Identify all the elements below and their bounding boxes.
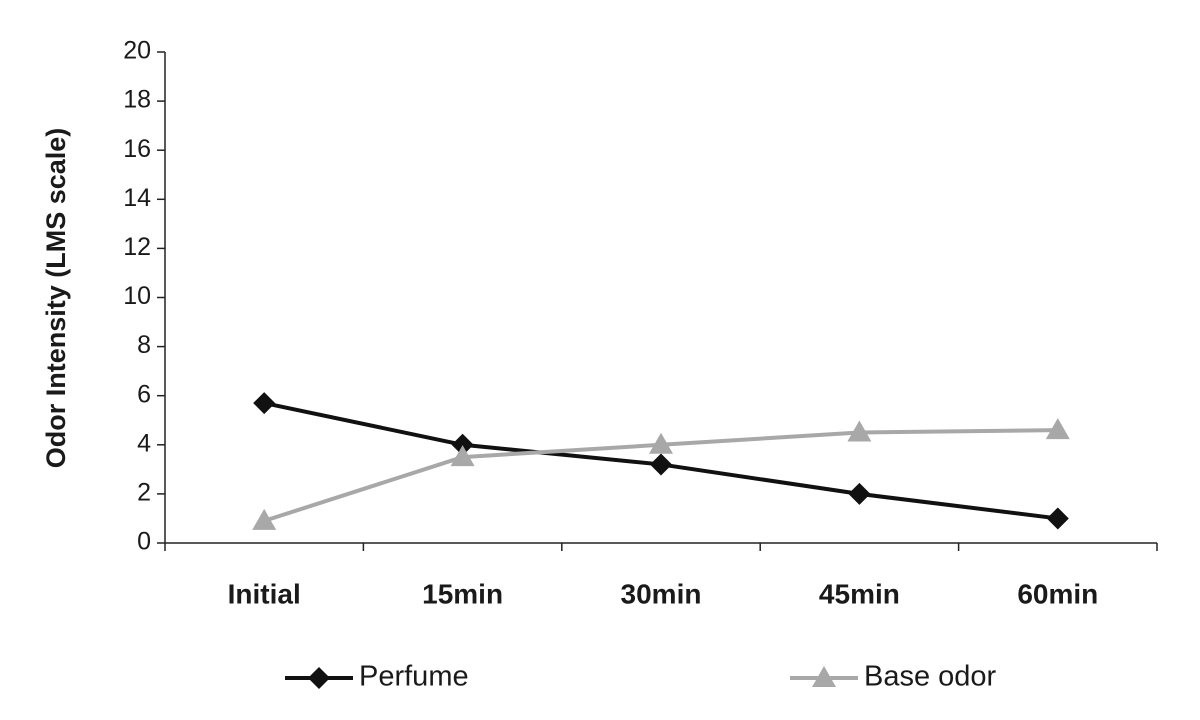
- legend-marker: [812, 666, 836, 687]
- data-point: [847, 420, 872, 442]
- data-point: [252, 508, 277, 530]
- x-tick-label: 30min: [621, 578, 702, 609]
- y-axis-title: Odor Intensity (LMS scale): [41, 128, 71, 469]
- y-tick-label: 16: [123, 135, 151, 163]
- y-tick-label: 18: [123, 86, 151, 114]
- data-point: [253, 392, 276, 415]
- y-tick-label: 20: [123, 37, 151, 65]
- x-tick-label: 15min: [422, 578, 503, 609]
- y-tick-label: 6: [137, 380, 151, 408]
- y-tick-label: 4: [137, 429, 151, 457]
- data-point: [848, 482, 871, 505]
- data-point: [649, 432, 673, 454]
- data-point: [650, 453, 672, 476]
- y-tick-label: 2: [137, 479, 151, 507]
- data-point: [1045, 418, 1070, 440]
- legend-label: Base odor: [864, 661, 997, 693]
- y-tick-label: 14: [123, 184, 151, 212]
- data-point: [450, 445, 475, 467]
- x-tick-label: Initial: [228, 578, 301, 609]
- data-point: [1046, 507, 1069, 530]
- x-tick-label: 60min: [1017, 578, 1098, 609]
- y-tick-label: 0: [137, 528, 151, 556]
- data-point: [451, 433, 474, 456]
- legend-marker: [308, 667, 330, 689]
- y-tick-label: 8: [137, 331, 151, 359]
- y-tick-label: 10: [123, 282, 151, 310]
- y-tick-label: 12: [123, 233, 151, 261]
- x-tick-label: 45min: [819, 578, 900, 609]
- legend-label: Perfume: [359, 661, 469, 693]
